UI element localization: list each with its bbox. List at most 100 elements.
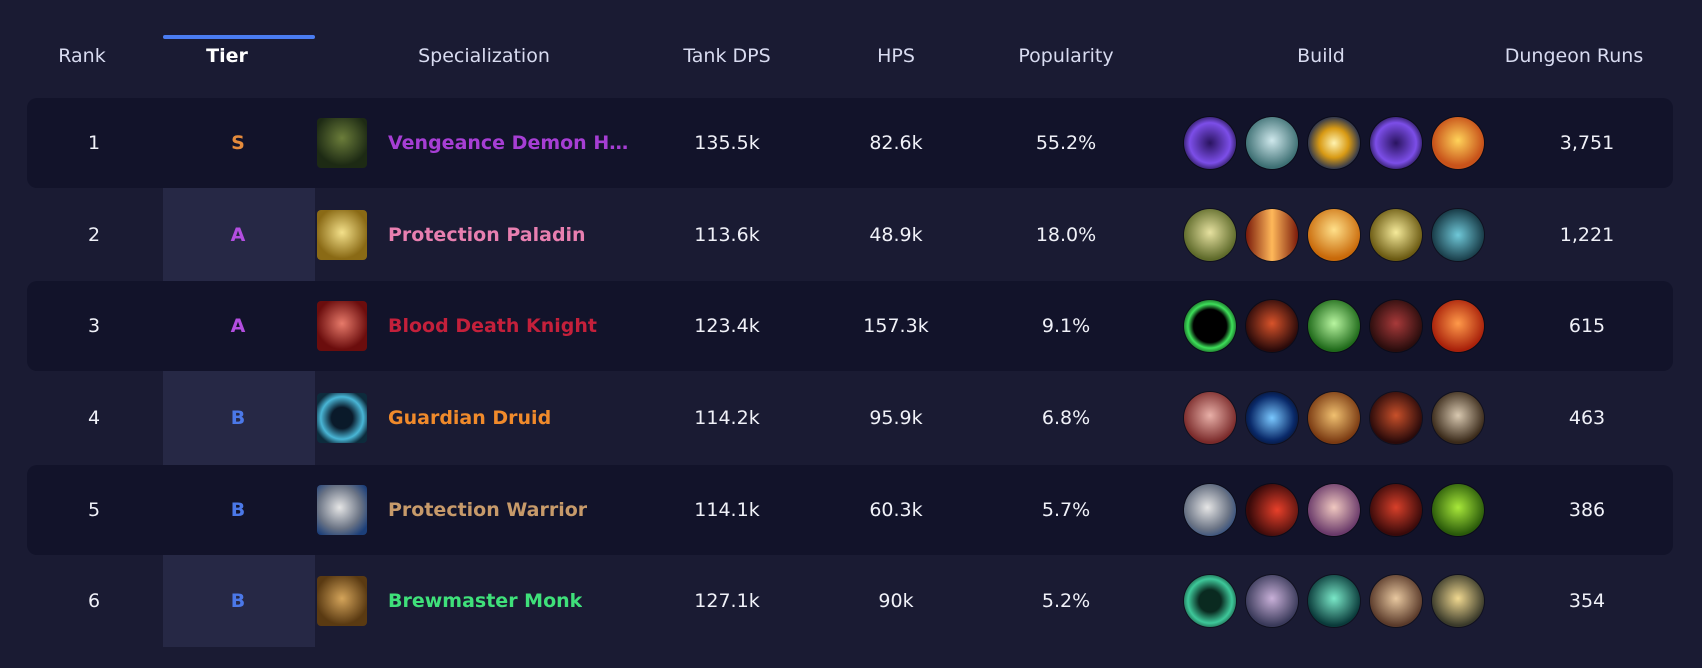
tier-column-highlight xyxy=(163,98,315,647)
golden-helm-icon[interactable] xyxy=(1370,209,1422,261)
flame-fist-icon[interactable] xyxy=(1432,117,1484,169)
green-skull-icon[interactable] xyxy=(1308,300,1360,352)
hps-value: 90k xyxy=(878,590,914,612)
shield-icon xyxy=(317,485,367,535)
build-talents xyxy=(1184,117,1484,169)
popularity-value: 5.2% xyxy=(1041,590,1091,612)
brewmaster-icon xyxy=(317,576,367,626)
tank-dps-value: 127.1k xyxy=(694,590,760,612)
armor-icon[interactable] xyxy=(1370,575,1422,627)
rank-value: 2 xyxy=(87,224,101,246)
build-talents xyxy=(1184,209,1484,261)
demon-hunter-icon xyxy=(317,118,367,168)
rank-value: 1 xyxy=(87,132,101,154)
dungeon-runs-value: 1,221 xyxy=(1559,224,1615,246)
table-row[interactable]: 4 B Guardian Druid 114.2k 95.9k 6.8% 463 xyxy=(27,373,1673,463)
tier-badge: B xyxy=(230,407,246,429)
table-row[interactable]: 6 B Brewmaster Monk 127.1k 90k 5.2% 354 xyxy=(27,556,1673,646)
demon-mask-icon[interactable] xyxy=(1370,484,1422,536)
table-row[interactable]: 3 A Blood Death Knight 123.4k 157.3k 9.1% 615 xyxy=(27,281,1673,371)
header-tank-dps[interactable]: Tank DPS xyxy=(683,45,771,67)
popularity-value: 18.0% xyxy=(1035,224,1097,246)
tier-badge: B xyxy=(230,499,246,521)
demon-skull-icon[interactable] xyxy=(1246,300,1298,352)
spec-name-link[interactable]: Protection Paladin xyxy=(388,224,586,246)
tier-badge: S xyxy=(231,132,245,154)
header-hps[interactable]: HPS xyxy=(877,45,915,67)
hps-value: 60.3k xyxy=(869,499,923,521)
build-talents xyxy=(1184,392,1484,444)
spec-name-link[interactable]: Vengeance Demon H… xyxy=(388,132,629,154)
spec-name-link[interactable]: Brewmaster Monk xyxy=(388,590,583,612)
build-talents xyxy=(1184,575,1484,627)
bear-paw-icon xyxy=(317,393,367,443)
gear-bear-icon[interactable] xyxy=(1308,392,1360,444)
tier-badge: A xyxy=(230,224,246,246)
fang-icon[interactable] xyxy=(1432,392,1484,444)
skull-icon[interactable] xyxy=(1246,117,1298,169)
tank-dps-value: 135.5k xyxy=(694,132,760,154)
wolf-head-icon[interactable] xyxy=(1370,392,1422,444)
hps-value: 82.6k xyxy=(869,132,923,154)
hps-value: 48.9k xyxy=(869,224,923,246)
dungeon-runs-value: 463 xyxy=(1568,407,1606,429)
green-portal-icon[interactable] xyxy=(1184,300,1236,352)
blood-claw-icon[interactable] xyxy=(1370,300,1422,352)
build-talents xyxy=(1184,484,1484,536)
claw-wound-icon[interactable] xyxy=(1184,392,1236,444)
popularity-value: 55.2% xyxy=(1035,132,1097,154)
hps-value: 95.9k xyxy=(869,407,923,429)
build-talents xyxy=(1184,300,1484,352)
tank-dps-value: 113.6k xyxy=(694,224,760,246)
spec-name-link[interactable]: Blood Death Knight xyxy=(388,315,597,337)
tier-badge: A xyxy=(230,315,246,337)
shield-icon[interactable] xyxy=(1184,484,1236,536)
spec-name-link[interactable]: Guardian Druid xyxy=(388,407,552,429)
table-row[interactable]: 5 B Protection Warrior 114.1k 60.3k 5.7% 386 xyxy=(27,465,1673,555)
lightning-slash-icon[interactable] xyxy=(1308,117,1360,169)
table-row[interactable]: 1 S Vengeance Demon H… 135.5k 82.6k 55.2% 3,75… xyxy=(27,98,1673,188)
popularity-value: 5.7% xyxy=(1041,499,1091,521)
tank-dps-value: 114.2k xyxy=(694,407,760,429)
tier-badge: B xyxy=(230,590,246,612)
void-orb-icon[interactable] xyxy=(1370,117,1422,169)
header-rank[interactable]: Rank xyxy=(58,45,106,67)
jade-swirl-icon[interactable] xyxy=(1184,575,1236,627)
rank-value: 6 xyxy=(87,590,101,612)
fire-pillar-icon[interactable] xyxy=(1246,209,1298,261)
flying-kick-icon[interactable] xyxy=(1246,575,1298,627)
rank-value: 5 xyxy=(87,499,101,521)
header-specialization[interactable]: Specialization xyxy=(418,45,550,67)
blood-skull-icon xyxy=(317,301,367,351)
hps-value: 157.3k xyxy=(863,315,929,337)
popularity-value: 6.8% xyxy=(1041,407,1091,429)
rank-value: 4 xyxy=(87,407,101,429)
header-build: Build xyxy=(1297,45,1345,67)
radiant-figure-icon[interactable] xyxy=(1308,209,1360,261)
chain-icon[interactable] xyxy=(1432,209,1484,261)
header-dungeon-runs[interactable]: Dungeon Runs xyxy=(1504,45,1644,67)
dungeon-runs-value: 354 xyxy=(1568,590,1606,612)
paladin-helm-icon xyxy=(317,210,367,260)
screaming-face-icon[interactable] xyxy=(1308,484,1360,536)
popularity-value: 9.1% xyxy=(1041,315,1091,337)
dungeon-runs-value: 615 xyxy=(1568,315,1606,337)
green-orc-icon[interactable] xyxy=(1432,484,1484,536)
lion-head-icon[interactable] xyxy=(1184,209,1236,261)
rank-value: 3 xyxy=(87,315,101,337)
dungeon-runs-value: 3,751 xyxy=(1559,132,1615,154)
active-sort-indicator xyxy=(163,35,315,39)
shockwave-icon[interactable] xyxy=(1246,484,1298,536)
jade-figure-icon[interactable] xyxy=(1308,575,1360,627)
tank-dps-value: 123.4k xyxy=(694,315,760,337)
void-orb-icon[interactable] xyxy=(1184,117,1236,169)
table-row[interactable]: 2 A Protection Paladin 113.6k 48.9k 18.0% 1,22… xyxy=(27,190,1673,280)
header-popularity[interactable]: Popularity xyxy=(1018,45,1114,67)
header-tier[interactable]: Tier xyxy=(206,45,248,67)
fire-heart-icon[interactable] xyxy=(1432,300,1484,352)
blue-swirl-icon[interactable] xyxy=(1246,392,1298,444)
tank-dps-value: 114.1k xyxy=(694,499,760,521)
table-header: Rank Tier Specialization Tank DPS HPS Po… xyxy=(0,0,1702,98)
brew-keg-icon[interactable] xyxy=(1432,575,1484,627)
spec-name-link[interactable]: Protection Warrior xyxy=(388,499,588,521)
